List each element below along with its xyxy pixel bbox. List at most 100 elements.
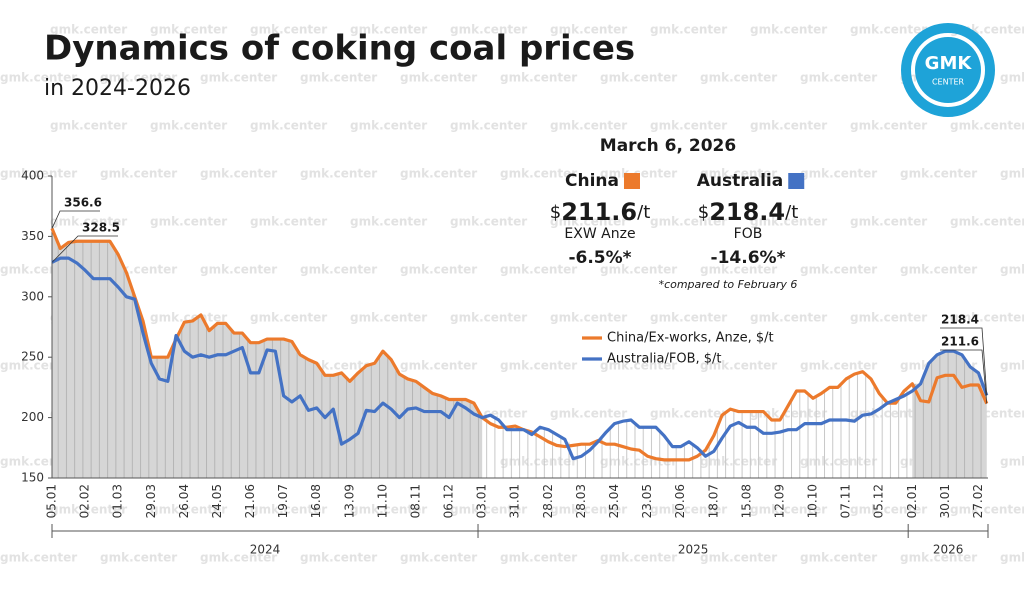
watermark: gmk.center xyxy=(150,311,227,325)
x-tick-label: 12.09 xyxy=(772,484,786,518)
panel-price: $218.4/t xyxy=(698,198,799,226)
area-fill xyxy=(912,351,987,478)
x-tick-label: 21.06 xyxy=(243,484,257,518)
x-tick-label: 29.03 xyxy=(144,484,158,518)
watermark: gmk.center xyxy=(800,359,877,373)
watermark: gmk.center xyxy=(950,215,1024,229)
watermark: gmk.center xyxy=(900,551,977,565)
watermark: gmk.center xyxy=(400,263,477,277)
watermark: gmk.center xyxy=(600,551,677,565)
x-tick-label: 02.01 xyxy=(905,484,919,518)
watermark: gmk.center xyxy=(700,359,777,373)
watermark: gmk.center xyxy=(550,407,627,421)
watermark: gmk.center xyxy=(650,215,727,229)
x-tick-label: 07.11 xyxy=(839,484,853,518)
watermark: gmk.center xyxy=(1000,71,1024,85)
panel-swatch xyxy=(623,173,640,189)
panel-basis: EXW Anze xyxy=(564,226,635,242)
watermark: gmk.center xyxy=(400,359,477,373)
plot: 150 200 250 300 350 400 05.01 02.02 01.03 29.03 26… xyxy=(21,169,989,557)
watermark: gmk.center xyxy=(50,503,127,517)
label-leader xyxy=(940,327,988,396)
x-tick-label: 10.10 xyxy=(806,484,820,518)
x-tick-label: 01.03 xyxy=(111,484,125,518)
watermark: gmk.center xyxy=(300,167,377,181)
data-label: 328.5 xyxy=(82,221,120,235)
watermark: gmk.center xyxy=(0,167,77,181)
y-tick-label: 300 xyxy=(21,289,44,303)
watermark: gmk.center xyxy=(750,311,827,325)
panel-price-unit: /t xyxy=(785,202,798,223)
label-leader xyxy=(51,210,100,229)
watermark: gmk.center xyxy=(450,311,527,325)
watermark: gmk.center xyxy=(500,359,577,373)
watermark: gmk.center xyxy=(400,167,477,181)
watermark: gmk.center xyxy=(550,119,627,133)
watermark: gmk.center xyxy=(250,503,327,517)
watermark: gmk.center xyxy=(650,311,727,325)
watermark: gmk.center xyxy=(350,311,427,325)
panel-change: -14.6%* xyxy=(711,248,786,268)
watermark: gmk.center xyxy=(500,551,577,565)
watermark: gmk.center xyxy=(950,503,1024,517)
x-tick-label: 05.12 xyxy=(872,484,886,518)
x-tick-label: 03.01 xyxy=(475,484,489,518)
watermark: gmk.center xyxy=(700,167,777,181)
watermark: gmk.center xyxy=(1000,167,1024,181)
watermark: gmk.center xyxy=(200,167,277,181)
x-tick-label: 23.05 xyxy=(640,484,654,518)
panel-change: -6.5%* xyxy=(568,248,631,268)
data-label: 211.6 xyxy=(941,335,979,349)
watermark: gmk.center xyxy=(300,71,377,85)
watermark: gmk.center xyxy=(550,23,627,37)
watermark: gmk.center xyxy=(1000,455,1024,469)
y-tick-label: 400 xyxy=(21,169,44,183)
watermark: gmk.center xyxy=(450,215,527,229)
watermark: gmk.center xyxy=(350,23,427,37)
x-tick-label: 15.08 xyxy=(739,484,753,518)
watermark: gmk.center xyxy=(150,119,227,133)
x-tick-label: 30.01 xyxy=(938,484,952,518)
watermark: gmk.center xyxy=(800,263,877,277)
x-tick-label: 28.02 xyxy=(541,484,555,518)
panel-price-price: 211.6 xyxy=(561,198,637,226)
watermark: gmk.center xyxy=(1000,551,1024,565)
watermark: gmk.center xyxy=(800,167,877,181)
x-tick-label: 05.01 xyxy=(45,484,59,518)
watermark: gmk.center xyxy=(250,215,327,229)
watermark: gmk.center xyxy=(600,263,677,277)
x-tick-label: 16.08 xyxy=(309,484,323,518)
watermark: gmk.center xyxy=(450,119,527,133)
panel-name: Australia xyxy=(697,171,784,191)
panel-basis: FOB xyxy=(734,226,763,242)
watermark: gmk.center xyxy=(900,167,977,181)
watermark: gmk.center xyxy=(250,311,327,325)
watermark: gmk.center xyxy=(50,23,127,37)
logo-ring xyxy=(901,23,995,117)
watermark: gmk.center xyxy=(800,71,877,85)
watermark: gmk.center xyxy=(1000,263,1024,277)
watermark: gmk.center xyxy=(650,23,727,37)
watermark: gmk.center xyxy=(100,167,177,181)
watermark: gmk.center xyxy=(400,551,477,565)
watermark: gmk.center xyxy=(950,119,1024,133)
watermark: gmk.center xyxy=(200,263,277,277)
watermark: gmk.center xyxy=(100,71,177,85)
area-fill xyxy=(482,371,913,478)
x-tick-label: 19.07 xyxy=(276,484,290,518)
logo: GMK CENTER xyxy=(901,23,995,117)
watermark: gmk.center xyxy=(50,119,127,133)
watermark: gmk.center xyxy=(850,215,927,229)
x-tick-label: 28.03 xyxy=(574,484,588,518)
watermark: gmk.center xyxy=(150,23,227,37)
watermark: gmk.center xyxy=(550,311,627,325)
x-tick-label: 13.09 xyxy=(342,484,356,518)
chart-subtitle: in 2024-2026 xyxy=(44,76,191,101)
panel-price-currency: $ xyxy=(550,202,561,223)
watermark: gmk.center xyxy=(500,71,577,85)
watermark: gmk.center xyxy=(600,359,677,373)
x-tick-label: 06.12 xyxy=(442,484,456,518)
panel-price-currency: $ xyxy=(698,202,709,223)
